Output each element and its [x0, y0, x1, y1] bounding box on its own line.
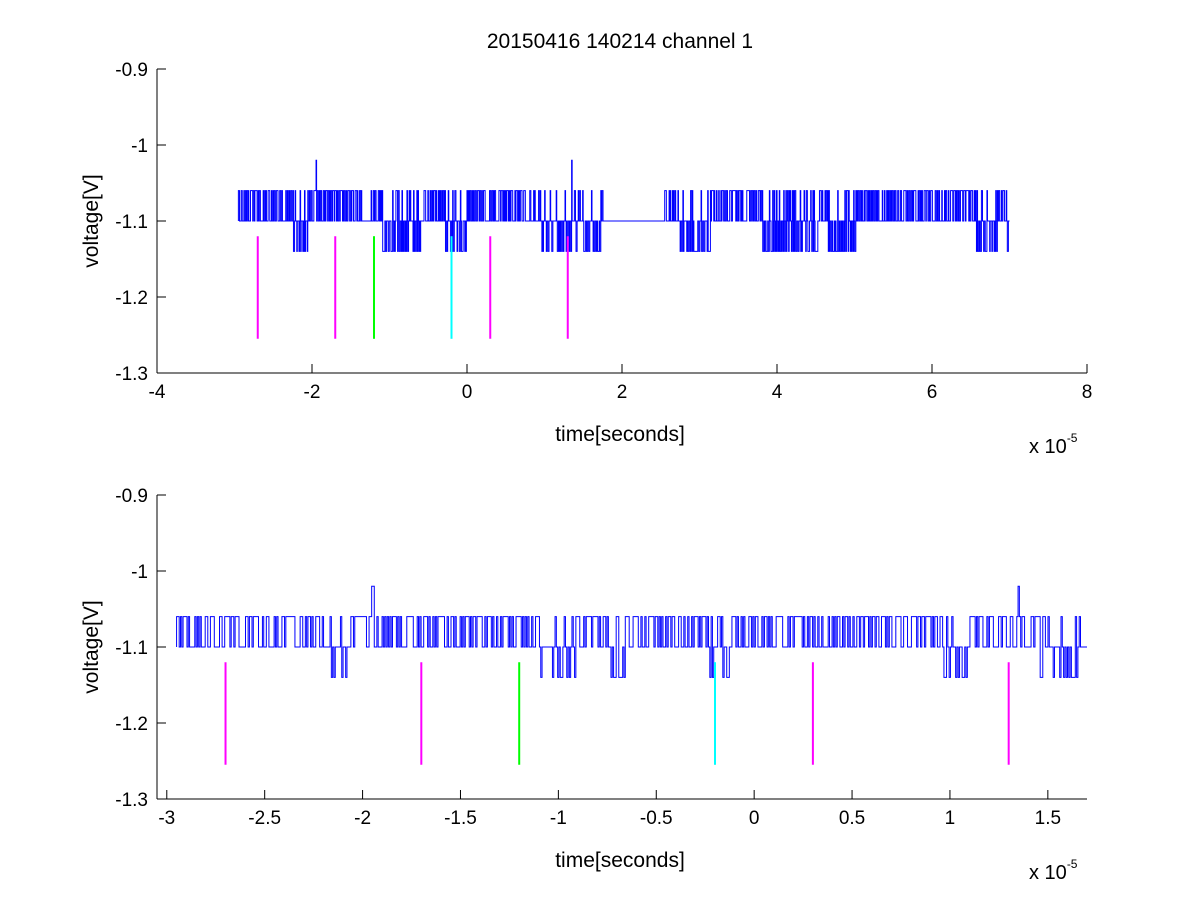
- x-tick-label: 2: [617, 382, 628, 403]
- bottom-plot: -3 -2.5 -2 -1.5 -1 -0.5 0 0.5 1 1.5 -1.3 -1.2 -1.1 -1…: [80, 486, 1087, 884]
- x-tick-label: 1: [945, 808, 956, 829]
- x-tick-label: 0: [749, 808, 760, 829]
- y-tick-label: -0.9: [115, 60, 148, 81]
- x-tick-label: -0.5: [640, 808, 673, 829]
- y-tick-label: -1.3: [115, 790, 148, 811]
- x-exponent-label: x 10-5: [1029, 857, 1078, 884]
- y-tick-label: -1: [131, 562, 148, 583]
- top-plot: -4 -2 0 2 4 6 8 -1.3 -1.2 -1.1 -1 -0.9 time[seconds]…: [80, 60, 1092, 458]
- x-tick-label: 6: [927, 382, 938, 403]
- y-tick-label: -1.1: [115, 638, 148, 659]
- x-tick-label: 0: [462, 382, 473, 403]
- x-tick-label: -1.5: [444, 808, 477, 829]
- y-axis-label: voltage[V]: [80, 600, 103, 693]
- x-tick-label: 4: [772, 382, 783, 403]
- voltage-trace: [237, 159, 1010, 252]
- y-tick-label: -1.3: [115, 364, 148, 385]
- x-tick-label: -2: [304, 382, 321, 403]
- y-tick-label: -0.9: [115, 486, 148, 507]
- x-tick-label: 1.5: [1035, 808, 1061, 829]
- y-axis-label: voltage[V]: [80, 174, 103, 267]
- x-tick-label: 8: [1082, 382, 1093, 403]
- x-exponent-label: x 10-5: [1029, 431, 1078, 458]
- voltage-trace: [176, 585, 1087, 678]
- y-tick-label: -1.2: [115, 288, 148, 309]
- x-tick-label: -4: [149, 382, 166, 403]
- x-tick-label: 0.5: [839, 808, 865, 829]
- x-tick-label: -2.5: [248, 808, 281, 829]
- x-tick-label: -2: [354, 808, 371, 829]
- x-axis-label: time[seconds]: [555, 849, 685, 872]
- y-tick-label: -1.1: [115, 212, 148, 233]
- x-tick-label: -3: [158, 808, 175, 829]
- figure-title: 20150416 140214 channel 1: [487, 30, 753, 53]
- y-tick-label: -1: [131, 136, 148, 157]
- y-tick-label: -1.2: [115, 714, 148, 735]
- x-tick-label: -1: [550, 808, 567, 829]
- x-axis-label: time[seconds]: [555, 423, 685, 446]
